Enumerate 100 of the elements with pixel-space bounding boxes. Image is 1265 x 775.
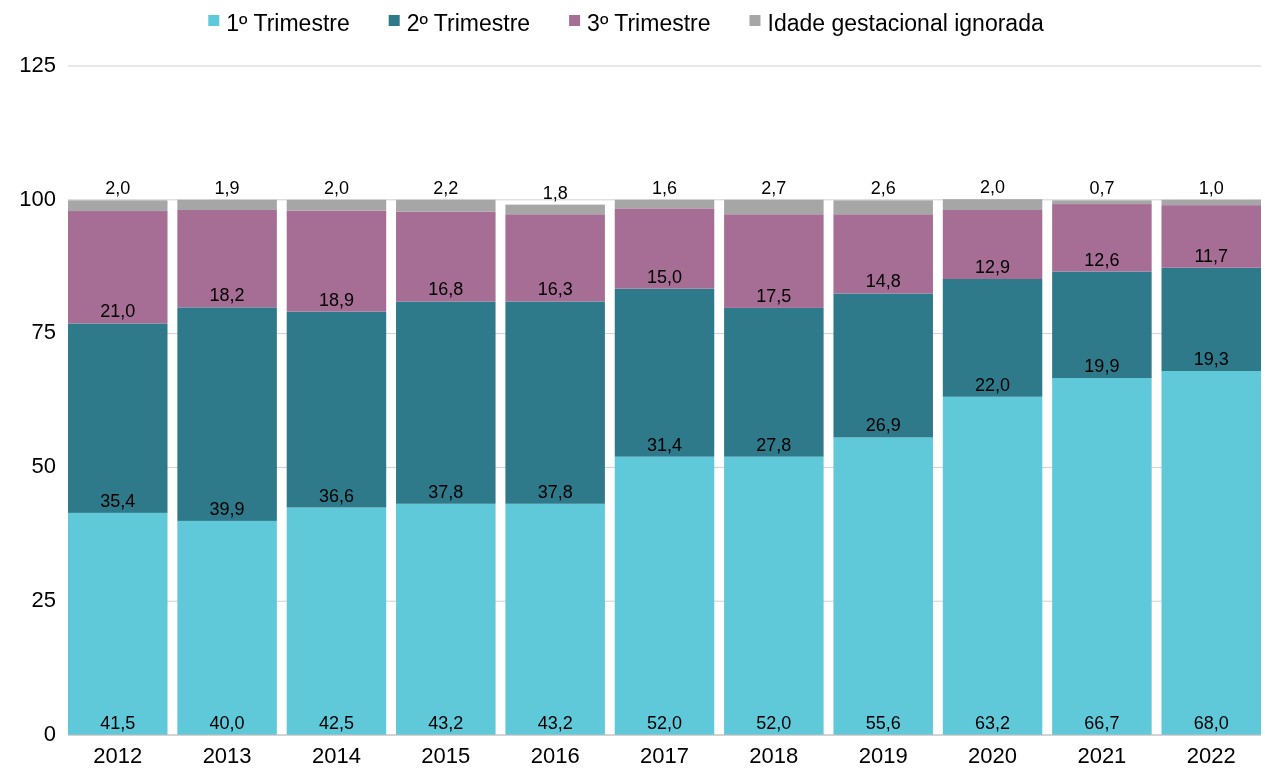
bar <box>68 323 168 513</box>
bar <box>833 437 933 735</box>
bar <box>286 210 387 312</box>
data-label: 19,9 <box>1084 356 1120 377</box>
bar <box>942 396 1043 735</box>
bar <box>177 209 277 308</box>
bar <box>833 214 933 294</box>
y-tick-label: 100 <box>19 185 56 211</box>
bar <box>68 211 168 324</box>
data-label: 17,5 <box>756 285 792 306</box>
data-label: 11,7 <box>1194 245 1229 266</box>
bar <box>942 279 1043 397</box>
x-tick-label: 2014 <box>311 743 361 768</box>
data-label: 63,2 <box>975 713 1011 733</box>
x-tick-label: 2021 <box>1077 743 1127 768</box>
data-label: 55,6 <box>865 713 901 733</box>
data-label: 37,8 <box>537 481 573 502</box>
y-tick-label: 0 <box>43 720 56 746</box>
data-label: 12,9 <box>975 257 1011 278</box>
bar <box>1052 200 1152 205</box>
bar <box>396 301 496 504</box>
x-tick-label: 2017 <box>640 743 689 768</box>
bar <box>396 199 496 212</box>
bar <box>942 199 1043 210</box>
data-label: 2,0 <box>323 177 349 198</box>
data-label: 40,0 <box>209 713 245 733</box>
data-label: 42,5 <box>318 713 354 733</box>
data-label: 35,4 <box>100 490 136 511</box>
bar <box>177 199 277 210</box>
data-label: 16,8 <box>428 279 464 300</box>
x-tick-label: 2013 <box>202 743 252 768</box>
x-tick-label: 2019 <box>858 743 908 768</box>
legend-label: 2º Trimestre <box>406 10 531 37</box>
data-label: 21,0 <box>100 301 136 322</box>
data-label: 2,0 <box>105 178 131 199</box>
x-tick-label: 2015 <box>421 743 471 768</box>
bar <box>833 293 933 438</box>
bar <box>177 520 277 735</box>
bar <box>1052 271 1152 379</box>
bar <box>1161 205 1261 268</box>
data-label: 1,8 <box>542 182 568 203</box>
data-label: 1,9 <box>214 177 240 198</box>
bar <box>68 200 168 212</box>
y-tick-label: 75 <box>31 319 56 345</box>
data-label: 2,2 <box>433 177 459 198</box>
legend-label: 1º Trimestre <box>226 10 350 37</box>
data-label: 18,9 <box>318 289 354 310</box>
data-label: 26,9 <box>865 415 901 436</box>
y-tick-label: 25 <box>31 587 56 613</box>
data-label: 2,7 <box>761 177 787 198</box>
x-tick-label: 2012 <box>93 743 143 768</box>
bar <box>1161 267 1261 372</box>
data-label: 19,3 <box>1193 349 1229 370</box>
data-label: 52,0 <box>646 713 683 733</box>
data-label: 2,6 <box>870 178 896 199</box>
bar <box>505 301 605 504</box>
data-label: 41,5 <box>100 713 136 733</box>
x-tick-label: 2022 <box>1186 743 1236 768</box>
data-label: 52,0 <box>756 713 792 733</box>
bar <box>1161 199 1261 206</box>
bar <box>724 199 824 215</box>
data-label: 15,0 <box>646 266 683 287</box>
data-label: 37,8 <box>428 481 464 502</box>
bar <box>1052 378 1152 735</box>
bar <box>68 512 168 735</box>
data-label: 1,6 <box>651 177 678 198</box>
bar <box>614 456 715 735</box>
bar <box>614 199 715 209</box>
bar <box>1161 371 1261 735</box>
x-tick-label: 2016 <box>530 743 580 768</box>
legend-label: Idade gestacional ignorada <box>767 10 1044 37</box>
y-tick-label: 50 <box>31 453 56 479</box>
bar <box>505 503 605 735</box>
bar <box>614 288 715 457</box>
data-label: 12,6 <box>1084 249 1120 270</box>
bar <box>177 307 277 521</box>
bar <box>724 456 824 735</box>
x-tick-label: 2020 <box>968 743 1018 768</box>
bar <box>614 208 715 289</box>
data-label: 0,7 <box>1089 178 1115 199</box>
data-label: 18,2 <box>209 285 245 306</box>
legend-label: 3º Trimestre <box>587 10 711 37</box>
bar <box>833 200 933 215</box>
data-label: 16,3 <box>537 279 573 300</box>
data-label: 43,2 <box>537 713 573 733</box>
bar <box>724 307 824 457</box>
data-label: 39,9 <box>209 498 245 519</box>
bar <box>396 503 496 735</box>
data-label: 27,8 <box>756 434 792 455</box>
bar <box>505 204 605 215</box>
data-label: 14,8 <box>865 271 901 292</box>
data-label: 22,0 <box>975 374 1011 395</box>
data-label: 31,4 <box>646 434 683 455</box>
data-label: 1,0 <box>1198 177 1224 198</box>
x-tick-label: 2018 <box>749 743 799 768</box>
bar <box>505 214 605 302</box>
data-label: 36,6 <box>318 485 354 506</box>
bar <box>286 311 387 508</box>
bar <box>286 507 387 735</box>
data-label: 2,0 <box>980 177 1006 198</box>
